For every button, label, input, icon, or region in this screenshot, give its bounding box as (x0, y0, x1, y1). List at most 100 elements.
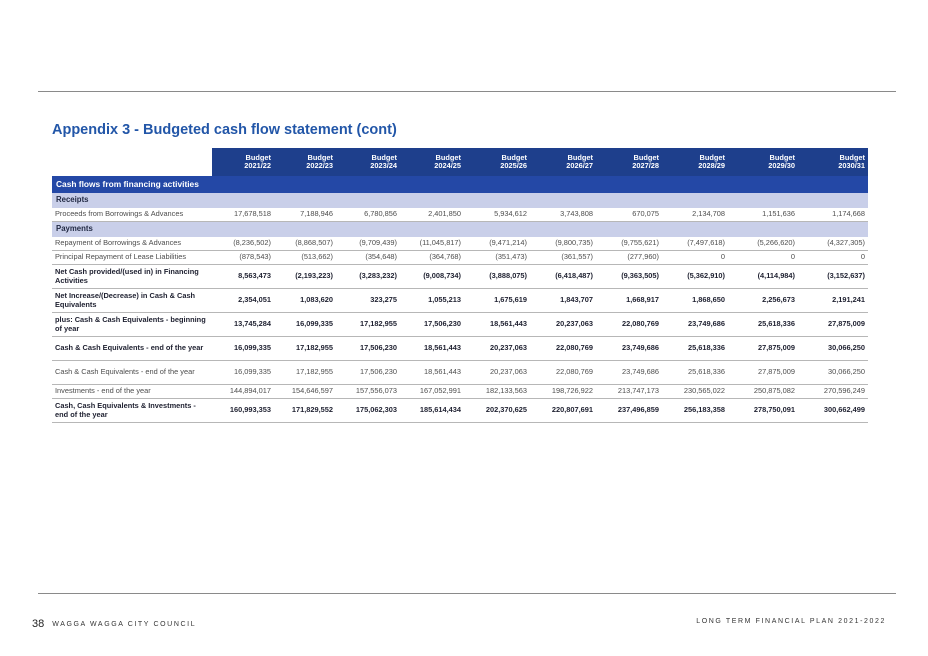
col-header: Budget 2029/30 (728, 148, 798, 176)
cell: 160,993,353 (212, 398, 274, 423)
cell: 1,668,917 (596, 288, 662, 313)
cell: 2,134,708 (662, 208, 728, 222)
cell: 185,614,434 (400, 398, 464, 423)
table-row: Net Cash provided/(used in) in Financing… (52, 264, 868, 289)
cell: 18,561,443 (400, 360, 464, 385)
cell: 27,875,009 (728, 336, 798, 361)
cell: 278,750,091 (728, 398, 798, 423)
table-row: Investments - end of the year 144,894,01… (52, 384, 868, 399)
bottom-divider (38, 593, 896, 594)
cell: 18,561,443 (400, 336, 464, 361)
cell: (6,418,487) (530, 264, 596, 289)
col-header: Budget 2023/24 (336, 148, 400, 176)
row-label: Cash & Cash Equivalents - end of the yea… (52, 360, 212, 385)
cell: (878,543) (212, 250, 274, 265)
table-row: Cash, Cash Equivalents & Investments - e… (52, 398, 868, 423)
cell: 182,133,563 (464, 384, 530, 399)
cell: 23,749,686 (596, 360, 662, 385)
cell: 3,743,808 (530, 208, 596, 222)
cell: 1,843,707 (530, 288, 596, 313)
table-row: Proceeds from Borrowings & Advances 17,6… (52, 208, 868, 222)
col-header: Budget 2028/29 (662, 148, 728, 176)
header-blank-cell (52, 148, 212, 176)
subsection-receipts: Receipts (52, 193, 868, 208)
cell: 167,052,991 (400, 384, 464, 399)
cell: 2,256,673 (728, 288, 798, 313)
cell: 157,556,073 (336, 384, 400, 399)
cell: 2,401,850 (400, 208, 464, 222)
document-title: LONG TERM FINANCIAL PLAN 2021-2022 (696, 618, 886, 625)
cell: 670,075 (596, 208, 662, 222)
cell: 2,354,051 (212, 288, 274, 313)
cell: 23,749,686 (596, 336, 662, 361)
table-row: Cash & Cash Equivalents - end of the yea… (52, 360, 868, 385)
cell: 0 (662, 250, 728, 265)
cell: 16,099,335 (274, 312, 336, 337)
cell: 22,080,769 (530, 336, 596, 361)
row-label: Investments - end of the year (52, 384, 212, 399)
cell: 1,055,213 (400, 288, 464, 313)
table-row: Net Increase/(Decrease) in Cash & Cash E… (52, 288, 868, 313)
cell: 202,370,625 (464, 398, 530, 423)
cell: 6,780,856 (336, 208, 400, 222)
cell: (4,327,305) (798, 237, 868, 251)
cell: (5,266,620) (728, 237, 798, 251)
cell: 250,875,082 (728, 384, 798, 399)
col-header: Budget 2021/22 (212, 148, 274, 176)
page-title: Appendix 3 - Budgeted cash flow statemen… (52, 122, 397, 138)
cell: (9,471,214) (464, 237, 530, 251)
top-divider (38, 91, 896, 92)
cell: (351,473) (464, 250, 530, 265)
cell: 22,080,769 (530, 360, 596, 385)
cell: 0 (798, 250, 868, 265)
cell: 20,237,063 (464, 336, 530, 361)
cell: 25,618,336 (662, 336, 728, 361)
cell: (3,888,075) (464, 264, 530, 289)
cell: 17,182,955 (274, 360, 336, 385)
cell: 0 (728, 250, 798, 265)
row-label: Net Cash provided/(used in) in Financing… (52, 264, 212, 289)
cell: (277,960) (596, 250, 662, 265)
row-label: Principal Repayment of Lease Liabilities (52, 250, 212, 265)
cell: 23,749,686 (662, 312, 728, 337)
cell: 16,099,335 (212, 336, 274, 361)
cell: 17,506,230 (336, 360, 400, 385)
cell: (364,768) (400, 250, 464, 265)
cell: 154,646,597 (274, 384, 336, 399)
cell: 230,565,022 (662, 384, 728, 399)
cell: 17,506,230 (400, 312, 464, 337)
section-title: Cash flows from financing activities (52, 176, 868, 193)
col-header: Budget 2024/25 (400, 148, 464, 176)
row-label: Net Increase/(Decrease) in Cash & Cash E… (52, 288, 212, 313)
row-label: plus: Cash & Cash Equivalents - beginnin… (52, 312, 212, 337)
col-header: Budget 2025/26 (464, 148, 530, 176)
cell: (513,662) (274, 250, 336, 265)
table-row: Principal Repayment of Lease Liabilities… (52, 250, 868, 265)
cell: 323,275 (336, 288, 400, 313)
cell: (11,045,817) (400, 237, 464, 251)
cell: (9,709,439) (336, 237, 400, 251)
col-header: Budget 2027/28 (596, 148, 662, 176)
cell: 18,561,443 (464, 312, 530, 337)
cell: 25,618,336 (728, 312, 798, 337)
cell: (9,755,621) (596, 237, 662, 251)
cell: 1,151,636 (728, 208, 798, 222)
cell: 175,062,303 (336, 398, 400, 423)
cell: 17,182,955 (336, 312, 400, 337)
cell: 27,875,009 (728, 360, 798, 385)
subsection-payments: Payments (52, 221, 868, 237)
cell: 1,868,650 (662, 288, 728, 313)
cell: (7,497,618) (662, 237, 728, 251)
cell: 1,083,620 (274, 288, 336, 313)
cell: 300,662,499 (798, 398, 868, 423)
council-name: WAGGA WAGGA CITY COUNCIL (52, 621, 197, 628)
row-label: Cash, Cash Equivalents & Investments - e… (52, 398, 212, 423)
subsection-title: Payments (52, 221, 868, 237)
cell: 237,496,859 (596, 398, 662, 423)
cell: (8,236,502) (212, 237, 274, 251)
cell: 2,191,241 (798, 288, 868, 313)
cell: (2,193,223) (274, 264, 336, 289)
cell: (5,362,910) (662, 264, 728, 289)
col-header: Budget 2026/27 (530, 148, 596, 176)
cell: 198,726,922 (530, 384, 596, 399)
